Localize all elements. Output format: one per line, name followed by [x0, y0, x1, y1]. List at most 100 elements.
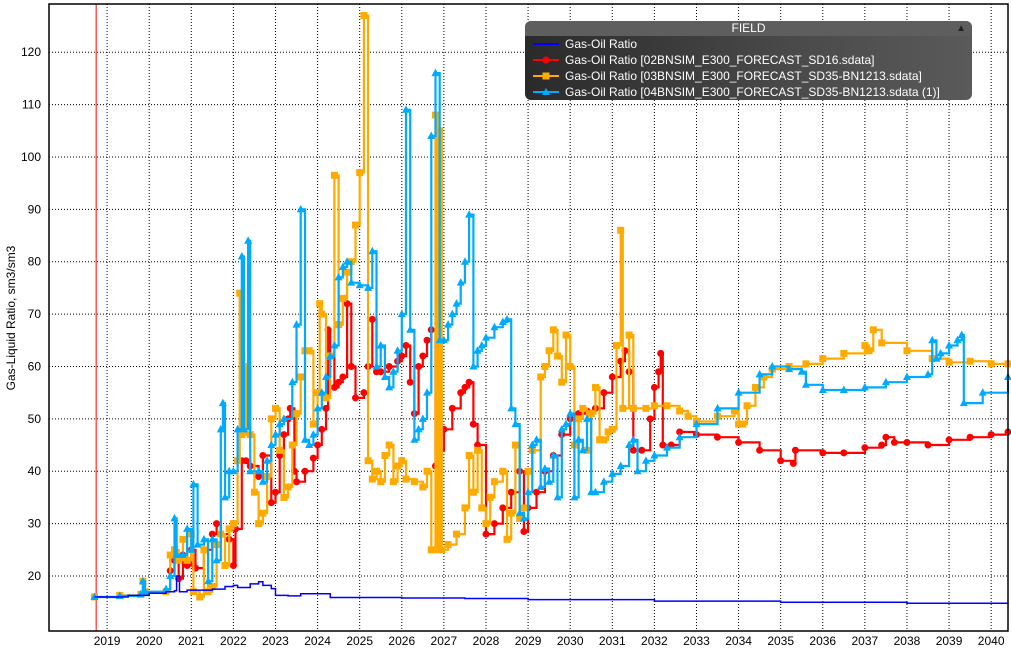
x-tick-label: 2026: [388, 634, 415, 648]
legend-item[interactable]: Gas-Oil Ratio: [525, 36, 972, 52]
data-point-circle: [789, 459, 797, 467]
data-point-square: [865, 347, 873, 355]
data-point-square: [490, 478, 498, 486]
data-point-triangle: [473, 346, 482, 354]
data-point-circle: [490, 520, 498, 528]
legend-item[interactable]: Gas-Oil Ratio [03BNSIM_E300_FORECAST_SD3…: [525, 68, 972, 84]
data-point-triangle: [591, 487, 600, 496]
data-point-square: [507, 509, 515, 517]
data-point-circle: [629, 446, 637, 454]
data-point-square: [166, 551, 174, 559]
data-point-square: [402, 475, 410, 483]
data-point-square: [612, 342, 620, 350]
data-point-triangle: [397, 309, 406, 318]
data-point-triangle: [675, 432, 684, 441]
x-tick-label: 2030: [557, 634, 584, 648]
data-point-circle: [650, 383, 658, 391]
data-point-square: [739, 420, 747, 428]
data-point-square: [619, 404, 627, 412]
data-point-triangle: [271, 430, 280, 438]
x-tick-label: 2039: [936, 634, 963, 648]
data-point-triangle: [713, 403, 722, 412]
data-point-square: [604, 428, 612, 436]
data-point-triangle: [553, 492, 562, 501]
series-4: [90, 68, 1011, 600]
data-point-square: [541, 362, 549, 370]
data-point-triangle: [583, 414, 592, 422]
data-point-square: [189, 588, 197, 596]
data-point-triangle: [570, 492, 579, 501]
data-point-triangle: [355, 280, 364, 289]
x-tick-label: 2034: [725, 634, 752, 648]
data-point-triangle: [368, 246, 377, 255]
data-point-circle: [520, 527, 528, 535]
data-point-square: [204, 588, 212, 596]
data-point-triangle: [477, 341, 486, 349]
data-point-square: [549, 326, 557, 334]
data-point-triangle: [216, 424, 225, 433]
data-point-circle: [314, 441, 322, 449]
legend[interactable]: FIELD ▲ Gas-Oil Ratio Gas-Oil Ratio [02BN…: [525, 21, 972, 100]
data-point-triangle: [641, 456, 650, 464]
y-tick-label: 40: [28, 464, 42, 478]
data-point-square: [591, 383, 599, 391]
data-point-triangle: [258, 477, 267, 485]
collapse-triangle-icon[interactable]: ▲: [956, 23, 966, 34]
data-point-triangle: [389, 367, 398, 375]
data-point-square: [987, 360, 995, 368]
data-point-circle: [406, 378, 414, 386]
x-tick-label: 2036: [809, 634, 836, 648]
data-point-triangle: [406, 325, 415, 333]
data-point-triangle: [162, 584, 171, 593]
legend-title-text: FIELD: [731, 21, 766, 35]
legend-label: Gas-Oil Ratio [04BNSIM_E300_FORECAST_SD3…: [565, 85, 940, 99]
x-tick-label: 2024: [304, 634, 331, 648]
data-point-circle: [861, 444, 869, 452]
data-point-square: [600, 436, 608, 444]
data-point-circle: [499, 504, 507, 512]
data-point-triangle: [768, 361, 777, 370]
data-point-square: [469, 488, 477, 496]
data-point-square: [524, 467, 532, 475]
y-tick-label: 70: [28, 307, 42, 321]
y-axis-label: Gas-Liquid Ratio, sm3/sm3: [4, 245, 18, 390]
data-point-triangle: [924, 369, 933, 378]
data-point-square: [629, 404, 637, 412]
data-point-square: [819, 355, 827, 363]
data-point-triangle: [465, 210, 474, 218]
series-line: [94, 72, 1010, 599]
data-point-triangle: [204, 576, 213, 585]
legend-item[interactable]: Gas-Oil Ratio [02BNSIM_E300_FORECAST_SD1…: [525, 52, 972, 68]
data-point-triangle: [503, 314, 512, 323]
data-point-circle: [465, 378, 473, 386]
legend-label: Gas-Oil Ratio [02BNSIM_E300_FORECAST_SD1…: [565, 53, 875, 67]
x-tick-label: 2020: [136, 634, 163, 648]
data-point-square: [617, 226, 625, 234]
data-point-triangle: [881, 377, 890, 386]
data-point-square: [730, 407, 738, 415]
y-tick-label: 60: [28, 359, 42, 373]
x-tick-label: 2037: [852, 634, 879, 648]
x-axis: 2019 2020 2021 2022 2023 2024 2025 2026 2027 2028…: [94, 634, 1005, 648]
data-point-circle: [945, 436, 953, 444]
data-point-square: [537, 373, 545, 381]
data-point-triangle: [90, 592, 99, 600]
data-point-circle: [819, 449, 827, 457]
data-point-triangle: [267, 440, 276, 449]
data-point-square: [373, 467, 381, 475]
data-point-circle: [735, 438, 743, 446]
data-point-triangle: [801, 380, 810, 388]
y-tick-label: 100: [21, 150, 41, 164]
legend-item[interactable]: Gas-Oil Ratio [04BNSIM_E300_FORECAST_SD3…: [525, 84, 972, 100]
data-point-square: [356, 169, 364, 177]
data-point-triangle: [292, 320, 301, 328]
data-point-square: [398, 457, 406, 465]
data-point-square: [351, 221, 359, 229]
data-point-triangle: [452, 299, 461, 307]
data-point-circle: [415, 362, 423, 370]
data-point-square: [364, 457, 372, 465]
data-point-square: [516, 514, 524, 522]
data-point-square: [175, 556, 183, 564]
data-point-triangle: [734, 388, 743, 396]
